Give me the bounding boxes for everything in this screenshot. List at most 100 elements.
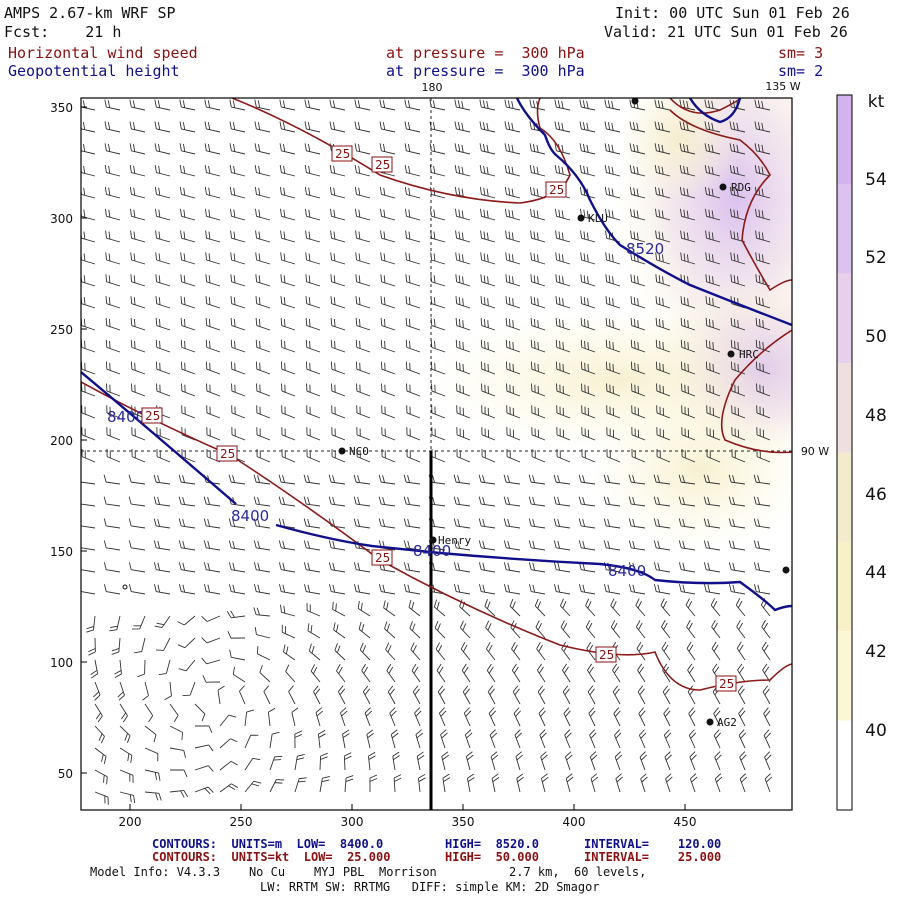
- colorbar-swatch: [837, 452, 852, 542]
- wind-barb: [706, 427, 721, 441]
- wind-barb: [405, 317, 421, 331]
- wind-barb: [256, 405, 271, 419]
- wind-barb: [755, 361, 771, 375]
- wind-barb: [453, 474, 471, 485]
- wind-barb: [678, 496, 696, 507]
- wind-barb: [280, 296, 296, 309]
- wind-barb: [194, 765, 214, 772]
- wind-barb: [753, 518, 771, 529]
- wind-barb: [680, 361, 696, 375]
- wind-barb: [310, 664, 321, 683]
- wind-barb: [315, 707, 324, 727]
- wind-barb: [142, 681, 149, 701]
- wind-barb: [128, 562, 146, 573]
- wind-barb: [179, 121, 196, 133]
- station-dot: [577, 214, 585, 222]
- wind-barb: [229, 143, 246, 155]
- wind-barb: [330, 296, 346, 309]
- wind-barb: [253, 518, 271, 529]
- svg-text:25: 25: [375, 158, 390, 172]
- wind-barb: [304, 186, 321, 199]
- wind-barb: [104, 165, 121, 177]
- wind-barb: [728, 540, 746, 551]
- wind-barb: [730, 296, 746, 309]
- wind-barb: [505, 317, 521, 331]
- wind-barb: [505, 230, 521, 243]
- wind-barb: [405, 361, 421, 375]
- wind-barb: [94, 747, 107, 764]
- wind-barb: [580, 208, 596, 221]
- wind-barb: [205, 252, 221, 265]
- wind-barb: [229, 584, 246, 595]
- wind-barb: [538, 707, 546, 727]
- wind-barb: [206, 383, 221, 397]
- wind-barb: [227, 630, 246, 639]
- wind-barb: [355, 230, 371, 243]
- wind-barb: [334, 643, 346, 661]
- wind-barb: [481, 405, 496, 419]
- colorbar-swatch: [837, 720, 852, 810]
- wind-barb: [680, 208, 696, 221]
- wind-barb: [329, 121, 346, 133]
- wind-barb: [704, 143, 721, 155]
- wind-barb: [130, 274, 146, 287]
- wind-barb: [562, 685, 571, 705]
- wind-barb: [604, 121, 621, 133]
- wind-barb: [605, 274, 621, 287]
- wind-barb: [178, 659, 196, 672]
- wind-barb: [736, 641, 746, 661]
- station-label: RDG: [731, 181, 751, 194]
- wind-barb: [729, 143, 746, 155]
- wind-barb: [453, 562, 471, 573]
- wind-barb: [393, 774, 402, 793]
- wind-barb: [181, 383, 196, 397]
- wind-barb: [565, 751, 573, 771]
- wind-barb: [330, 274, 346, 287]
- wind-barb: [635, 598, 646, 617]
- wind-barb: [117, 681, 125, 701]
- wind-barb: [279, 99, 296, 111]
- wind-barb: [155, 317, 171, 331]
- svg-text:25: 25: [549, 183, 564, 197]
- svg-text:25: 25: [335, 147, 350, 161]
- wind-barb: [406, 427, 421, 441]
- init-time: Init: 00 UTC Sun 01 Feb 26: [615, 4, 850, 22]
- wind-barb: [304, 121, 321, 133]
- wind-barb: [456, 427, 471, 441]
- wind-barb: [653, 540, 671, 551]
- wind-barb: [761, 619, 771, 639]
- wind-barb: [119, 791, 136, 804]
- wind-barb: [405, 274, 421, 287]
- wind-barb: [81, 449, 96, 463]
- wind-barb: [362, 685, 371, 705]
- wind-barb: [479, 143, 496, 155]
- wind-barb: [232, 666, 246, 683]
- station-dot: [719, 183, 727, 191]
- wind-barb: [713, 707, 721, 727]
- wind-barb: [484, 599, 496, 617]
- wind-barb: [406, 405, 421, 419]
- wind-barb: [531, 405, 546, 419]
- wind-barb: [180, 361, 196, 375]
- wind-barb: [704, 165, 721, 177]
- wind-barb: [88, 637, 96, 656]
- wind-barb: [478, 540, 496, 551]
- wind-barb: [155, 296, 171, 309]
- wind-barb: [728, 518, 746, 529]
- wind-barb: [130, 230, 146, 243]
- wind-barb: [280, 230, 296, 243]
- wind-barb: [610, 598, 621, 617]
- wind-barb: [230, 339, 246, 353]
- wind-barb: [680, 339, 696, 353]
- wind-barb: [94, 725, 105, 744]
- wind-barb: [630, 296, 646, 309]
- wind-barb: [430, 274, 446, 287]
- wind-barb: [385, 642, 396, 661]
- wind-barb: [344, 775, 354, 793]
- wind-barb: [433, 599, 446, 617]
- wind-barb: [478, 496, 496, 507]
- wind-barb: [504, 186, 521, 199]
- wind-barb: [169, 789, 189, 798]
- wind-barb: [731, 449, 746, 463]
- wind-barb: [331, 427, 346, 441]
